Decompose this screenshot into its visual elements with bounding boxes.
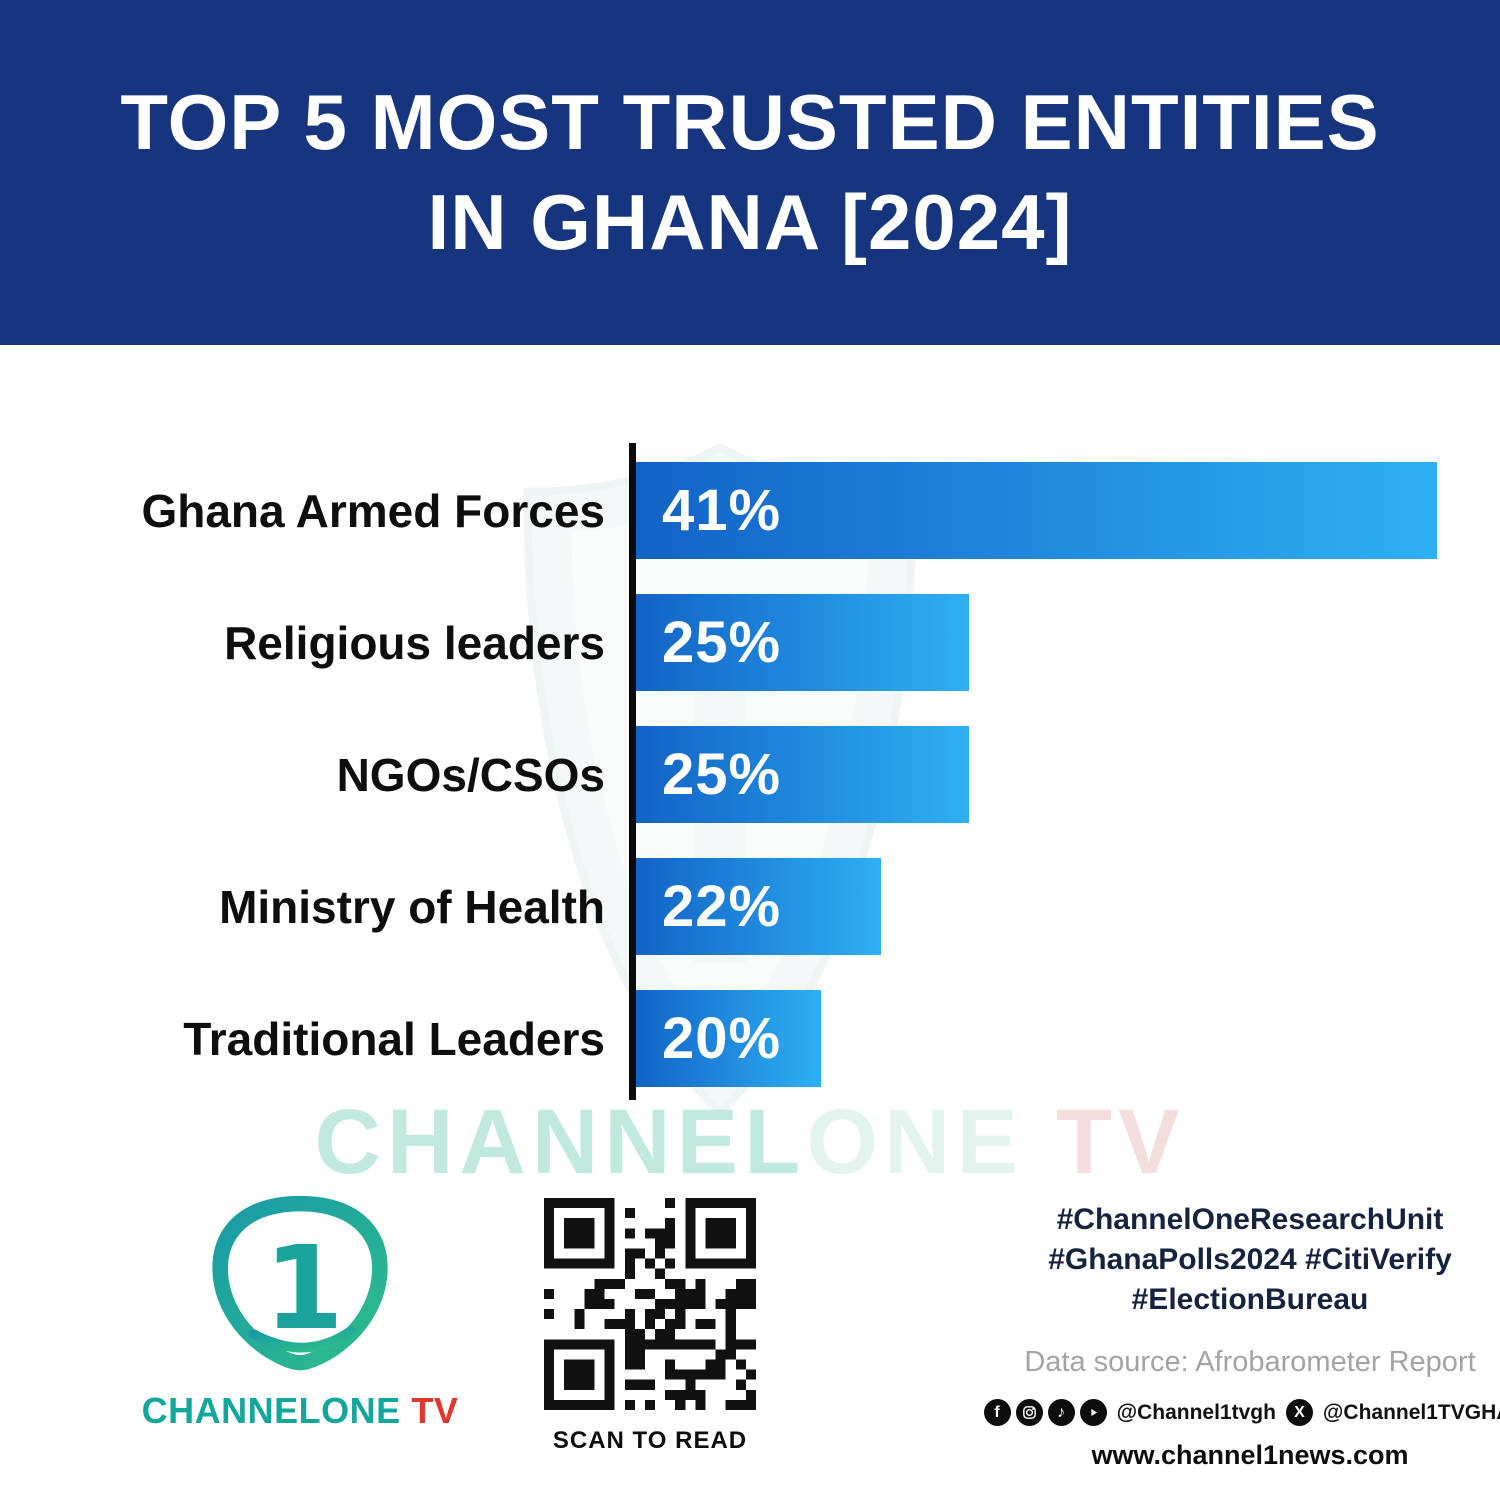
logo-one-glyph: 1 (264, 1222, 344, 1356)
bar-value: 20% (662, 1006, 782, 1071)
watermark-text: CHANNELONE TV (0, 1090, 1500, 1195)
title-line-1: TOP 5 MOST TRUSTED ENTITIES (120, 78, 1380, 167)
title-line-2: IN GHANA [2024] (427, 177, 1073, 266)
category-label: Ministry of Health (219, 880, 605, 933)
social-row: f ♪ @Channel1tvgh X @Channel1TVGHA (983, 1399, 1500, 1426)
qr-code (544, 1198, 756, 1410)
channel-one-logo-icon: 1 (212, 1195, 388, 1371)
category-label: Religious leaders (224, 616, 605, 669)
category-label: Ghana Armed Forces (141, 484, 605, 537)
bar-value: 41% (662, 478, 782, 543)
hashtag-line: #GhanaPolls2024 #CitiVerify (1048, 1243, 1452, 1276)
bar-traditional-leaders: 20% (636, 990, 822, 1087)
tiktok-icon: ♪ (1047, 1399, 1075, 1426)
bar-chart: 41% 25% 25% 22% 20% (636, 462, 1437, 1087)
facebook-icon: f (983, 1399, 1011, 1426)
qr-block: SCAN TO READ (540, 1198, 760, 1455)
category-label: NGOs/CSOs (336, 748, 605, 801)
hashtags: #ChannelOneResearchUnit #GhanaPolls2024 … (1020, 1200, 1480, 1320)
social-handle-1: @Channel1tvgh (1116, 1400, 1276, 1424)
instagram-icon (1015, 1399, 1043, 1426)
qr-caption: SCAN TO READ (552, 1427, 748, 1454)
website-url: www.channel1news.com (1091, 1440, 1409, 1470)
hashtag-line: #ElectionBureau (1131, 1283, 1369, 1316)
axis-line (629, 443, 636, 1100)
watermark-part-1: CHANNEL (314, 1091, 807, 1193)
bar-value: 25% (662, 610, 782, 675)
x-icon: X (1285, 1399, 1313, 1426)
page-title: TOP 5 MOST TRUSTED ENTITIES IN GHANA [20… (120, 75, 1379, 269)
watermark-part-3: TV (1055, 1091, 1186, 1193)
brand-wordmark: CHANNELONE TV (130, 1390, 470, 1432)
watermark-part-2: ONE (806, 1091, 1024, 1193)
brand-tv: TV (411, 1390, 459, 1431)
social-handle-2: @Channel1TVGHA (1322, 1400, 1500, 1424)
footer-right-column: #ChannelOneResearchUnit #GhanaPolls2024 … (983, 1200, 1500, 1471)
bar-value: 25% (662, 742, 782, 807)
bar-value: 22% (662, 874, 782, 939)
bar-ghana-armed-forces: 41% (636, 462, 1437, 559)
brand-channelone: CHANNELONE (141, 1390, 401, 1431)
category-labels: Ghana Armed Forces Religious leaders NGO… (20, 462, 605, 1087)
header-banner: TOP 5 MOST TRUSTED ENTITIES IN GHANA [20… (0, 0, 1500, 345)
channel-one-logo: 1 CHANNELONE TV (130, 1190, 470, 1432)
bar-ministry-of-health: 22% (636, 858, 882, 955)
data-source: Data source: Afrobarometer Report (1024, 1346, 1476, 1378)
bar-ngos-csos: 25% (636, 726, 970, 823)
bar-religious-leaders: 25% (636, 594, 970, 691)
youtube-icon (1079, 1399, 1107, 1426)
hashtag-line: #ChannelOneResearchUnit (1056, 1203, 1444, 1236)
category-label: Traditional Leaders (183, 1012, 605, 1065)
